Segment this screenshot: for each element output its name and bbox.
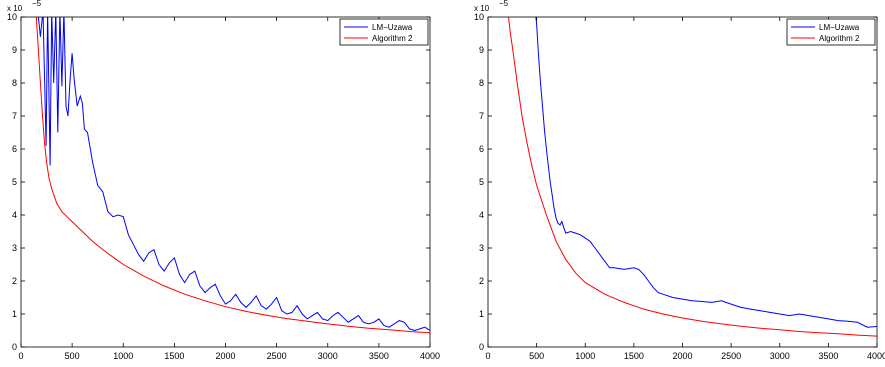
x-tick-label: 1000 [575,351,595,361]
x-tick-label: 0 [18,351,23,361]
x-tick-label: 3000 [318,351,338,361]
legend: LM−Uzawa Algorithm 2 [786,18,876,46]
x-tick-label: 500 [529,351,544,361]
x-tick-label: 2000 [672,351,692,361]
y-tick-label: 0 [479,342,484,352]
x-tick-label: 3000 [770,351,790,361]
series-line-algorithm-2 [35,17,430,334]
y-tick-label: 4 [479,210,484,220]
y-tick-label: 2 [479,276,484,286]
chart-panel-1: 0 500 1000 1500 2000 2500 3000 3500 4000 0 1 2 3 4 5 6 7… [7,0,440,361]
x-tick-label: 2500 [721,351,741,361]
x-tick-label: 1500 [164,351,184,361]
y-scale-label: x 10 [474,4,490,13]
y-tick-label: 3 [12,243,17,253]
x-tick-label: 2500 [267,351,287,361]
x-tick-label: 0 [485,351,490,361]
y-tick-label: 9 [479,45,484,55]
series-line-lm-uzawa [37,17,430,332]
y-scale-exponent: −5 [32,0,42,8]
y-tick-label: 5 [479,177,484,187]
x-tick-label: 3500 [369,351,389,361]
y-tick-label: 7 [12,111,17,121]
y-tick-label: 0 [12,342,17,352]
x-tick-label: 2000 [215,351,235,361]
series-line-algorithm-2 [508,17,877,337]
y-tick-label: 6 [479,144,484,154]
legend-box [786,18,876,46]
axes-box [20,16,431,348]
x-tick-label: 1000 [113,351,133,361]
y-tick-label: 8 [479,78,484,88]
x-tick-label: 4000 [420,351,440,361]
chart-panel-2: 0 500 1000 1500 2000 2500 3000 3500 4000 0 1 2 3 4 5 6 7… [474,0,885,361]
y-tick-label: 1 [12,309,17,319]
y-tick-label: 7 [479,111,484,121]
y-tick-label: 3 [479,243,484,253]
y-tick-label: 9 [12,45,17,55]
y-tick-label: 8 [12,78,17,88]
x-tick-label: 4000 [867,351,885,361]
y-scale-exponent: −5 [499,0,509,8]
legend-label: LM−Uzawa [819,23,860,32]
y-tick-label: 4 [12,210,17,220]
y-tick-label: 6 [12,144,17,154]
axes-box [487,16,878,348]
x-tick-label: 1500 [624,351,644,361]
legend-label: LM−Uzawa [372,23,413,32]
legend-label: Algorithm 2 [819,34,860,43]
y-tick-label: 1 [479,309,484,319]
y-scale-label: x 10 [7,4,23,13]
series-line-lm-uzawa [535,17,877,328]
y-tick-label: 10 [7,12,17,22]
y-tick-label: 2 [12,276,17,286]
legend: LM−Uzawa Algorithm 2 [339,18,429,46]
legend-label: Algorithm 2 [372,34,413,43]
legend-box [339,18,429,46]
y-tick-label: 10 [474,12,484,22]
x-tick-label: 3500 [818,351,838,361]
y-tick-label: 5 [12,177,17,187]
x-tick-label: 500 [65,351,80,361]
